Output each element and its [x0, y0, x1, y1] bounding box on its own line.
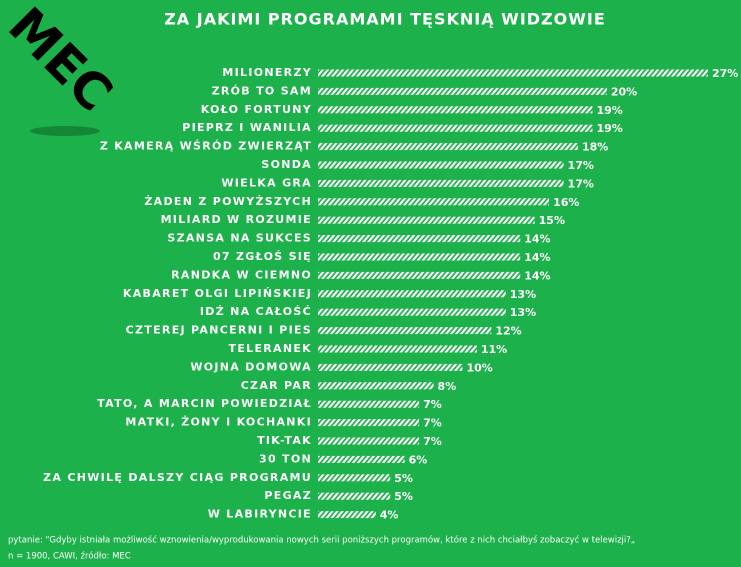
value-label: 14% — [524, 233, 550, 246]
value-label: 17% — [568, 159, 594, 172]
category-label: SONDA — [261, 158, 312, 171]
category-label: IDŹ NA CAŁOŚĆ — [200, 305, 312, 318]
value-label: 8% — [438, 380, 457, 393]
bar — [318, 143, 578, 151]
bar — [318, 308, 506, 316]
value-label: 4% — [380, 509, 399, 522]
bar — [318, 106, 593, 114]
category-label: WIELKA GRA — [221, 176, 312, 189]
category-label: W LABIRYNCIE — [208, 508, 312, 521]
value-label: 13% — [510, 306, 536, 319]
value-label: 6% — [409, 453, 428, 466]
category-label: RANDKA W CIEMNO — [171, 268, 312, 281]
value-label: 7% — [423, 435, 442, 448]
chart-title: ZA JAKIMI PROGRAMAMI TĘSKNIĄ WIDZOWIE — [164, 10, 606, 29]
bar — [318, 345, 477, 353]
category-label: TIK-TAK — [257, 434, 312, 447]
value-label: 5% — [394, 490, 413, 503]
category-label: ZRÓB TO SAM — [212, 84, 312, 97]
value-label: 18% — [582, 141, 608, 154]
bar — [318, 363, 463, 371]
value-label: 15% — [539, 214, 565, 227]
value-label: 7% — [423, 398, 442, 411]
bar — [318, 492, 391, 500]
value-label: 5% — [394, 472, 413, 485]
footnote: pytanie: "Gdyby istniała możliwość wznow… — [8, 535, 635, 546]
bar — [318, 327, 492, 335]
value-label: 13% — [510, 288, 536, 301]
value-label: 16% — [553, 196, 579, 209]
bar — [318, 161, 564, 169]
bar — [318, 253, 521, 261]
category-label: MATKI, ŻONY I KOCHANKI — [125, 415, 312, 429]
bar — [318, 511, 376, 519]
value-label: 27% — [712, 67, 738, 80]
value-label: 12% — [495, 325, 521, 338]
value-label: 19% — [596, 122, 622, 135]
value-label: 11% — [481, 343, 507, 356]
bar — [318, 271, 521, 279]
value-label: 14% — [524, 251, 550, 264]
logo-shadow — [30, 126, 100, 136]
bar — [318, 400, 420, 408]
bar — [318, 198, 550, 206]
category-label: SZANSA NA SUKCES — [167, 232, 312, 245]
value-label: 7% — [423, 417, 442, 430]
bar — [318, 216, 535, 224]
category-label: MILIARD W ROZUMIE — [161, 213, 312, 226]
bar — [318, 382, 434, 390]
bar — [318, 290, 506, 298]
bar — [318, 455, 405, 463]
bar — [318, 179, 564, 187]
category-label: KABARET OLGI LIPIŃSKIEJ — [123, 287, 312, 300]
bar — [318, 69, 708, 77]
bar — [318, 235, 521, 243]
category-label: TELERANEK — [229, 342, 312, 355]
bar — [318, 474, 391, 482]
category-label: CZAR PAR — [241, 379, 312, 392]
category-label: PIEPRZ I WANILIA — [182, 121, 312, 134]
value-label: 17% — [568, 177, 594, 190]
category-label: MILIONERZY — [222, 66, 312, 79]
value-label: 20% — [611, 85, 637, 98]
category-label: 30 TON — [259, 452, 312, 465]
category-label: Z KAMERĄ WŚRÓD ZWIERZĄT — [100, 140, 312, 153]
value-label: 19% — [596, 104, 622, 117]
value-label: 14% — [524, 269, 550, 282]
category-label: ŻADEN Z POWYŻSZYCH — [144, 194, 312, 208]
category-label: 07 ZGŁOŚ SIĘ — [213, 250, 312, 263]
footnote: n = 1900, CAWI, źródło: MEC — [8, 551, 131, 562]
bar — [318, 437, 420, 445]
category-label: CZTEREJ PANCERNI I PIES — [126, 324, 312, 337]
category-label: WOJNA DOMOWA — [190, 360, 312, 373]
bar — [318, 124, 593, 132]
category-label: PEGAZ — [264, 489, 312, 502]
category-label: ZA CHWILĘ DALSZY CIĄG PROGRAMU — [43, 471, 312, 484]
bar — [318, 419, 420, 427]
category-label: KOŁO FORTUNY — [201, 103, 312, 116]
bar — [318, 87, 607, 95]
value-label: 10% — [466, 361, 492, 374]
category-label: TATO, A MARCIN POWIEDZIAŁ — [97, 397, 312, 410]
